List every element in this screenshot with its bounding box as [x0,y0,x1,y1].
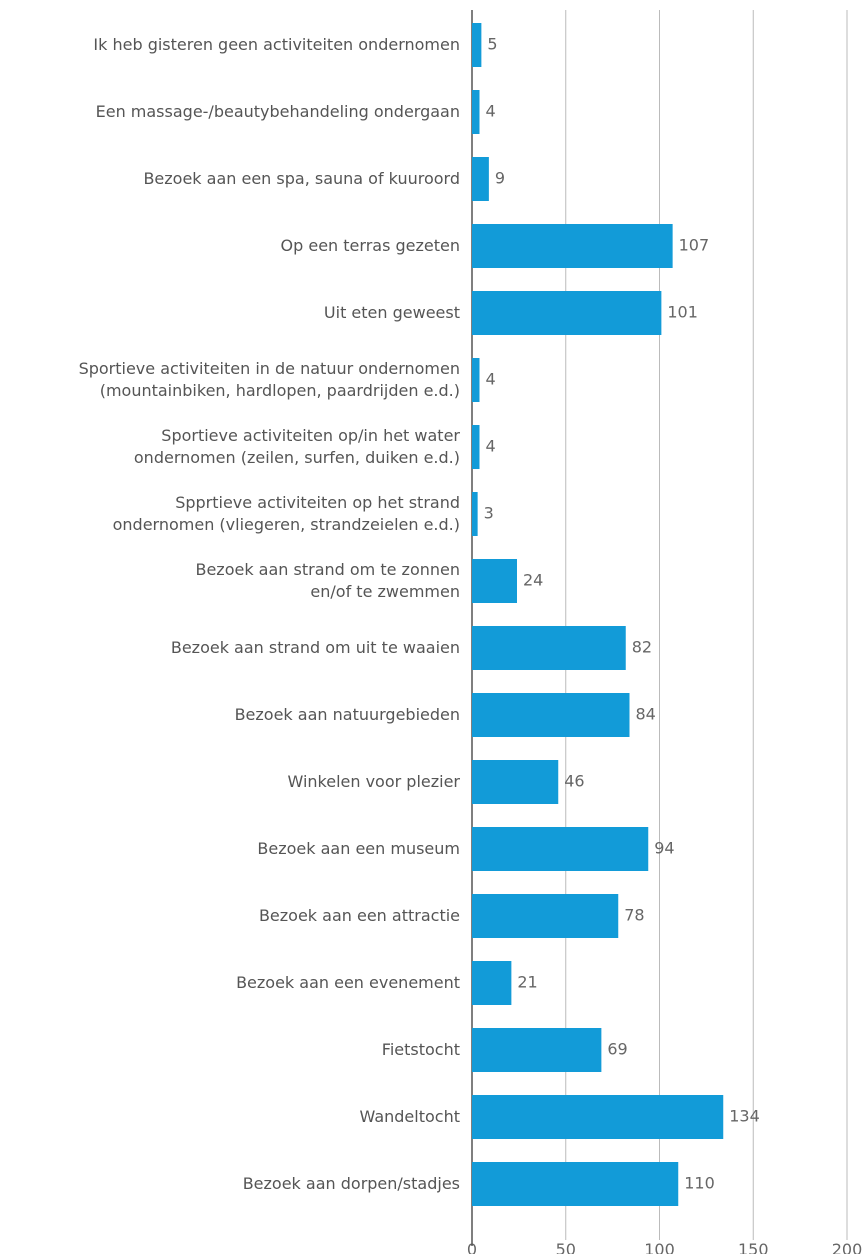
category-label: Bezoek aan strand om uit te waaien [170,638,460,657]
value-label: 21 [517,973,537,992]
category-label: Ik heb gisteren geen activiteiten ondern… [93,35,460,54]
bar [472,90,480,134]
value-label: 4 [486,437,496,456]
bar [472,425,480,469]
category-label: Bezoek aan een evenement [236,973,460,992]
category-label: Bezoek aan natuurgebieden [234,705,460,724]
bar [472,23,482,67]
category-label: Bezoek aan een museum [257,839,460,858]
bar [472,693,630,737]
value-label: 46 [564,772,584,791]
category-label: Bezoek aan een spa, sauna of kuuroord [143,169,460,188]
category-label: Bezoek aan een attractie [258,906,460,925]
bar [472,1162,679,1206]
value-label: 84 [636,705,656,724]
value-label: 82 [632,638,652,657]
category-label: Een massage-/beautybehandeling ondergaan [95,102,460,121]
category-label: Op een terras gezeten [280,236,460,255]
category-label: Sportieve activiteiten op/in het water o… [133,426,460,467]
category-label: Wandeltocht [359,1107,460,1126]
value-label: 69 [607,1040,627,1059]
value-label: 4 [486,102,496,121]
value-label: 24 [523,571,543,590]
value-label: 94 [654,839,674,858]
x-tick-label: 50 [556,1240,576,1254]
category-label: Sportieve activiteiten in de natuur onde… [78,359,460,400]
category-label: Fietstocht [381,1040,460,1059]
value-label: 78 [624,906,644,925]
bar [472,1095,724,1139]
category-label: Spprtieve activiteiten op het strand ond… [112,493,460,534]
bar [472,559,517,603]
x-tick-label: 150 [738,1240,769,1254]
bar [472,626,626,670]
value-label: 134 [729,1107,760,1126]
x-tick-label: 0 [467,1240,477,1254]
value-label: 4 [486,370,496,389]
bar [472,827,649,871]
category-label: Winkelen voor plezier [287,772,460,791]
value-label: 9 [495,169,505,188]
bar [472,291,662,335]
category-label: Bezoek aan strand om te zonnen en/of te … [195,560,460,601]
value-label: 5 [487,35,497,54]
bar [472,492,478,536]
x-tick-label: 100 [644,1240,675,1254]
value-label: 107 [679,236,710,255]
bar [472,894,619,938]
bar [472,1028,602,1072]
value-label: 110 [684,1174,715,1193]
bar [472,961,512,1005]
bar [472,760,559,804]
bar [472,224,673,268]
x-tick-label: 200 [832,1240,863,1254]
bar [472,157,489,201]
category-label: Uit eten geweest [323,303,460,322]
value-label: 3 [484,504,494,523]
category-label: Bezoek aan dorpen/stadjes [242,1174,460,1193]
bar [472,358,480,402]
value-label: 101 [667,303,698,322]
